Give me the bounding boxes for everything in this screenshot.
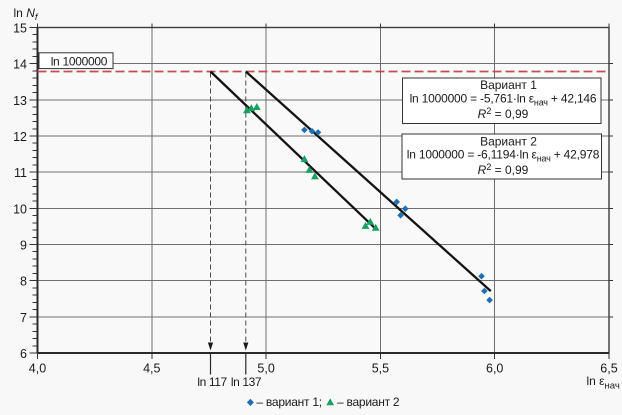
svg-text:6: 6 (20, 347, 27, 361)
svg-text:11: 11 (14, 166, 27, 180)
svg-text:Вариант 2: Вариант 2 (480, 135, 537, 149)
svg-text:6,0: 6,0 (486, 362, 503, 376)
svg-text:6,5: 6,5 (600, 362, 617, 376)
svg-text:15: 15 (13, 22, 27, 36)
svg-text:4,0: 4,0 (29, 362, 46, 376)
svg-text:Вариант 1: Вариант 1 (480, 78, 537, 92)
svg-text:ln 117: ln 117 (197, 375, 227, 389)
svg-text:10: 10 (13, 202, 27, 216)
svg-text:ln 137: ln 137 (231, 375, 262, 389)
svg-text:– вариант 2: – вариант 2 (337, 395, 400, 409)
svg-text:5,5: 5,5 (372, 362, 389, 376)
svg-text:ln 1000000 = -5,761·ln εнач +: ln 1000000 = -5,761·ln εнач + 42,146 (410, 92, 597, 108)
svg-text:4,5: 4,5 (143, 362, 160, 376)
svg-text:R2 = 0,99: R2 = 0,99 (478, 162, 529, 177)
svg-text:ln Nf: ln Nf (14, 6, 39, 23)
svg-text:7: 7 (20, 311, 27, 325)
svg-text:12: 12 (13, 130, 27, 144)
svg-text:ln 1000000 = -6,1194·ln εнач +: ln 1000000 = -6,1194·ln εнач + 42,978 (407, 148, 600, 164)
svg-text:8: 8 (20, 275, 27, 289)
svg-text:R2 = 0,99: R2 = 0,99 (478, 106, 529, 121)
svg-text:5,0: 5,0 (257, 362, 274, 376)
svg-text:– вариант 1;: – вариант 1; (256, 395, 321, 409)
svg-text:9: 9 (20, 239, 27, 253)
svg-text:ln 1000000: ln 1000000 (51, 55, 108, 69)
svg-text:13: 13 (13, 94, 27, 108)
svg-text:14: 14 (13, 58, 27, 72)
